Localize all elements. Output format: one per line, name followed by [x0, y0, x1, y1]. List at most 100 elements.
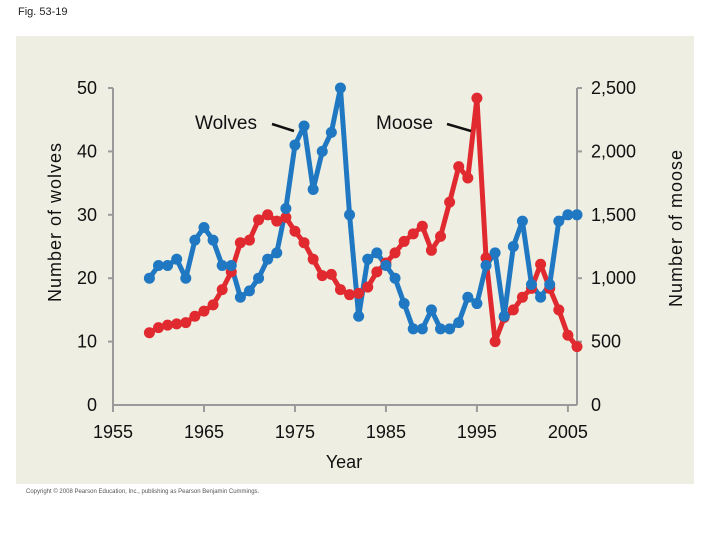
moose-point	[234, 237, 246, 249]
wolves-point	[553, 215, 565, 227]
moose-point	[289, 225, 301, 237]
wolves-point	[143, 272, 155, 284]
moose-point	[298, 237, 310, 249]
moose-point	[416, 220, 428, 232]
wolves-point	[271, 247, 283, 259]
x-tick-label: 1985	[366, 422, 406, 442]
moose-point	[553, 304, 565, 316]
wolves-point	[162, 260, 174, 272]
moose-point	[353, 287, 365, 299]
moose-point	[143, 327, 155, 339]
wolves-point	[453, 317, 465, 329]
moose-point	[480, 252, 492, 264]
moose-point	[253, 214, 265, 226]
wolves-point	[262, 253, 274, 265]
moose-point	[371, 266, 383, 278]
wolves-point	[526, 279, 538, 291]
moose-point	[435, 230, 447, 242]
y-tick-label-left: 0	[87, 395, 97, 415]
x-tick-label: 1995	[457, 422, 497, 442]
y-tick-label-right: 1,500	[591, 205, 636, 225]
wolves-point	[325, 126, 337, 138]
y-tick-label-right: 1,000	[591, 268, 636, 288]
moose-point	[271, 215, 283, 227]
y-tick-label-right: 2,500	[591, 78, 636, 98]
wolves-point	[362, 253, 374, 265]
wolves-point	[544, 279, 556, 291]
moose-point	[362, 281, 374, 293]
moose-point	[389, 247, 401, 259]
moose-point	[180, 317, 192, 329]
y-tick-label-left: 40	[77, 141, 97, 161]
wolves-point	[380, 260, 392, 272]
moose-point	[516, 291, 528, 303]
moose-point	[571, 341, 583, 353]
y-tick-label-left: 10	[77, 332, 97, 352]
y-tick-label-right: 500	[591, 332, 621, 352]
wolves-point	[507, 241, 519, 252]
wolves-point	[253, 272, 265, 284]
moose-point	[162, 319, 174, 331]
wolves-point	[498, 310, 510, 322]
moose-point	[407, 228, 419, 240]
wolves-point	[207, 234, 219, 246]
moose-point	[325, 268, 337, 280]
moose-point	[316, 270, 328, 282]
y-tick-label-left: 50	[77, 78, 97, 98]
wolves-point	[535, 291, 547, 303]
wolves-point	[489, 247, 501, 259]
moose-leader-line	[446, 122, 472, 133]
wolves-point	[344, 209, 356, 221]
moose-point	[462, 172, 474, 184]
x-tick-label: 1965	[184, 422, 224, 442]
wolves-point	[189, 234, 201, 246]
x-tick-label: 1975	[275, 422, 315, 442]
series-points	[143, 82, 583, 353]
wolves-point	[180, 272, 192, 284]
moose-point	[471, 92, 483, 104]
wolves-point	[198, 221, 210, 233]
y-tick-label-right: 2,000	[591, 141, 636, 161]
wolves-point	[398, 298, 410, 310]
moose-point	[489, 336, 501, 348]
moose-point	[562, 329, 574, 341]
wolves-point	[234, 291, 246, 303]
moose-point	[198, 305, 210, 317]
wolves-point	[316, 145, 328, 157]
y-tick-label-left: 30	[77, 205, 97, 225]
wolves-point	[516, 215, 528, 227]
wolves-point	[298, 120, 310, 132]
moose-point	[398, 235, 410, 247]
wolves-point	[307, 183, 319, 195]
moose-point	[189, 310, 201, 322]
wolves-annotation: Wolves	[195, 113, 257, 134]
wolves-point	[480, 260, 492, 272]
moose-point	[243, 234, 255, 246]
wolves-point	[425, 304, 437, 316]
moose-point	[280, 211, 292, 223]
moose-point	[344, 289, 356, 301]
wolves-point	[280, 202, 292, 214]
copyright-notice: Copyright © 2008 Pearson Education, Inc.…	[26, 489, 260, 495]
wolves-point	[243, 285, 255, 297]
wolves-point	[571, 209, 583, 221]
x-tick-label: 1955	[93, 422, 133, 442]
y-tick-label-right: 0	[591, 395, 601, 415]
wolves-point	[225, 260, 237, 272]
wolves-point	[353, 310, 365, 322]
wolves-point	[471, 298, 483, 310]
moose-point	[535, 258, 547, 270]
moose-point	[307, 253, 319, 265]
wolves-point	[435, 323, 447, 335]
y-axis-title-left: Number of wolves	[45, 142, 65, 302]
moose-point	[507, 304, 519, 316]
moose-point	[207, 299, 219, 311]
wolves-point	[462, 291, 474, 303]
wolves-leader-line	[271, 122, 295, 133]
moose-annotation: Moose	[376, 113, 433, 134]
y-axis-title-right: Number of moose	[666, 149, 686, 307]
wolves-point	[289, 139, 301, 151]
moose-point	[334, 284, 346, 296]
figure-label: Fig. 53-19	[18, 6, 68, 18]
